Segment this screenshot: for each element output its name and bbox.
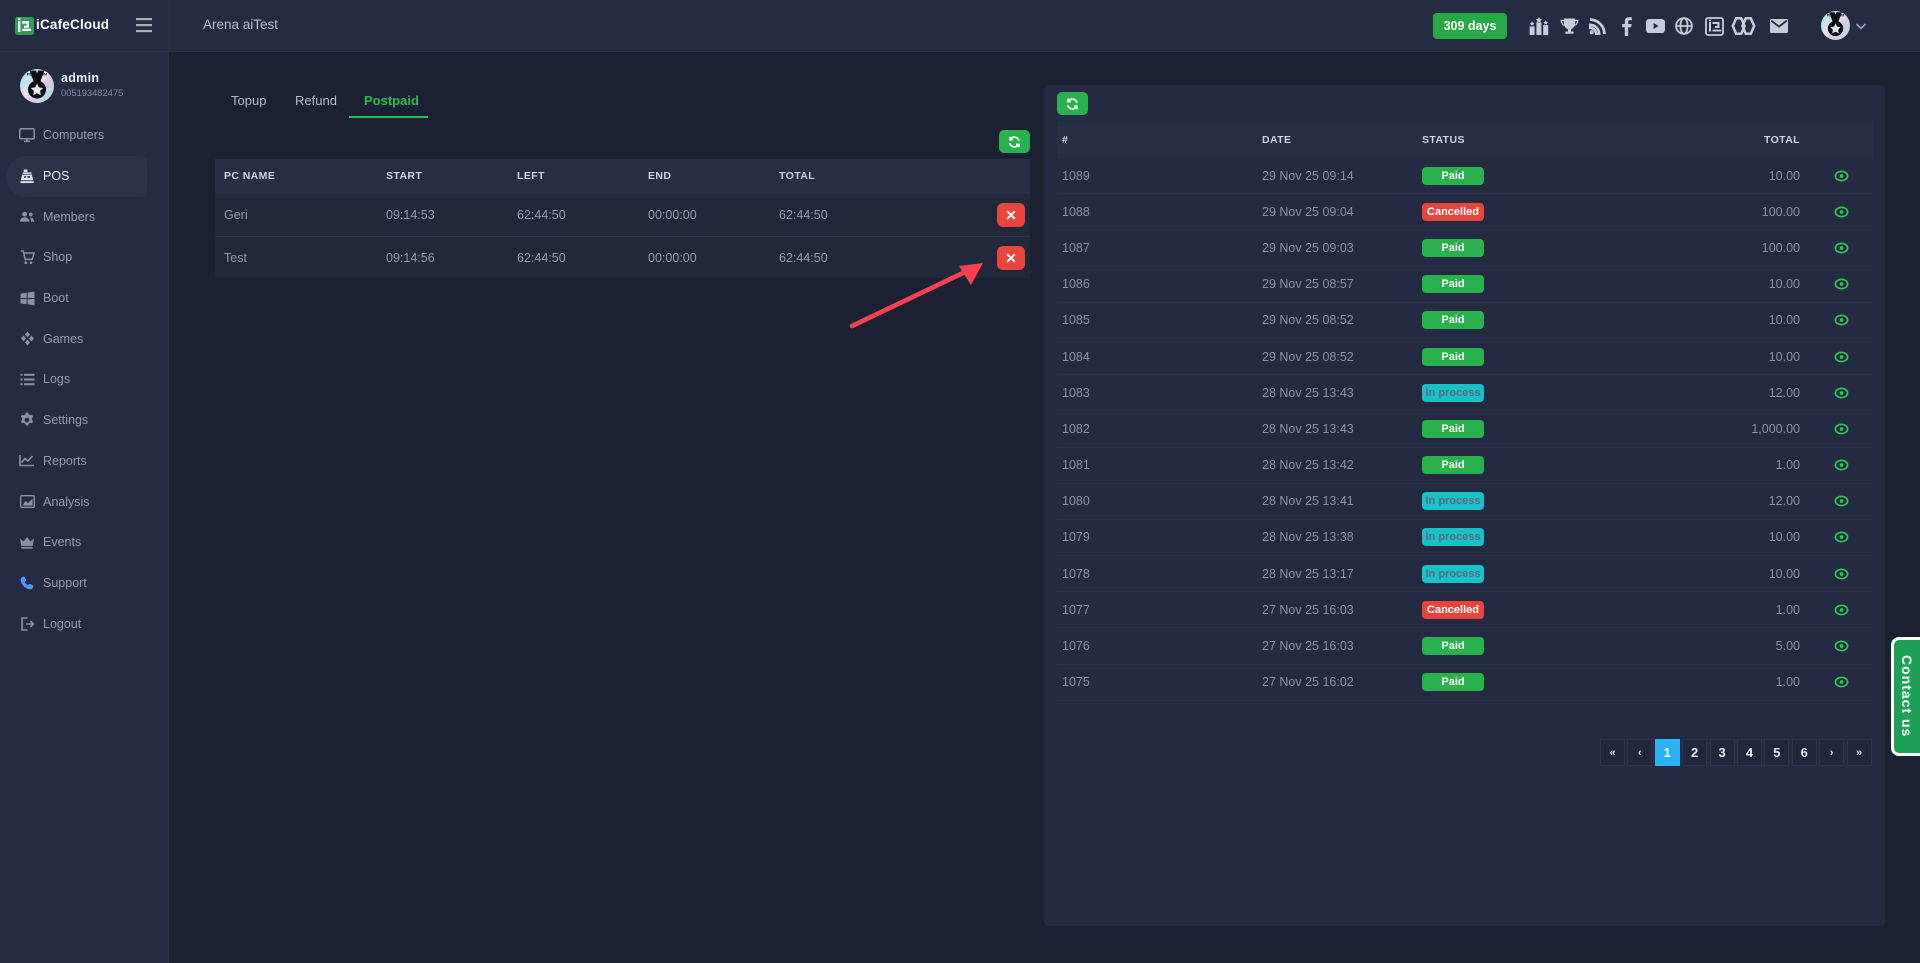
- svg-text:PLATINUM: PLATINUM: [27, 72, 48, 77]
- svg-text:PLATINUM: PLATINUM: [1827, 14, 1845, 18]
